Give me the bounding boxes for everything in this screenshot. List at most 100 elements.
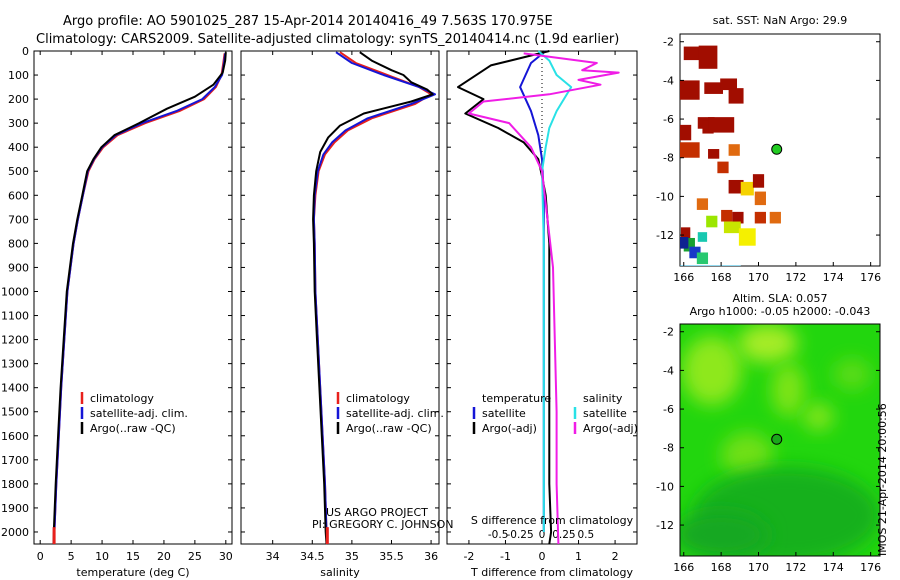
x-tick-label: 170	[748, 271, 769, 284]
sst-cell	[698, 45, 718, 69]
s-tick-label: -0.25	[506, 529, 533, 541]
sst-cell	[680, 142, 700, 158]
legend-satellite-label: satellite-adj. clim.	[90, 407, 188, 420]
legend-s-satellite-label: satellite	[583, 407, 627, 420]
y-tick-label: -10	[656, 190, 674, 203]
y-tick-label: -4	[663, 364, 674, 377]
difference-panel-frame	[446, 50, 638, 545]
y-tick-label: 100	[8, 69, 29, 82]
y-tick-label: -10	[656, 480, 674, 493]
x-tick-label: 0	[37, 550, 44, 563]
x-tick-label: 174	[823, 561, 844, 574]
s-tick-label: 0.5	[577, 529, 594, 541]
legend-satellite-label: satellite-adj. clim.	[346, 407, 444, 420]
argo-position-marker	[771, 433, 783, 445]
sla-blob	[721, 432, 774, 479]
sst-cell	[689, 246, 701, 259]
y-tick-label: -12	[656, 229, 674, 242]
sst-cell	[728, 179, 744, 194]
difference-xlabel-s: S difference from climatology	[471, 514, 634, 527]
y-tick-label: 1200	[1, 334, 29, 347]
y-tick-label: 1000	[1, 285, 29, 298]
salinity-chart: 34 34.5 35 35.5 36	[241, 50, 439, 563]
difference-legend: temperature salinity satellite Argo(-adj…	[472, 392, 638, 435]
y-tick-label: -2	[663, 326, 674, 339]
x-tick-label: -2	[463, 550, 474, 563]
x-tick-label: 0	[539, 550, 546, 563]
y-tick-label: 400	[8, 141, 29, 154]
sst-cell	[680, 237, 689, 249]
y-tick-label: 2000	[1, 526, 29, 539]
x-tick-label: 5	[68, 550, 75, 563]
x-tick-label: 10	[95, 550, 109, 563]
sst-cell	[717, 161, 729, 174]
y-tick-label: -12	[656, 519, 674, 532]
y-tick-label: 600	[8, 189, 29, 202]
sst-cell	[728, 144, 740, 156]
sla-blob	[681, 335, 742, 406]
y-tick-label: 1700	[1, 454, 29, 467]
sst-cell	[680, 227, 691, 239]
sst-cell	[723, 221, 741, 234]
salinity-xlabel: salinity	[320, 566, 360, 579]
series-line	[467, 52, 620, 545]
sst-cell	[720, 78, 738, 91]
y-tick-label: 1800	[1, 478, 29, 491]
legend-s-argo-label: Argo(-adj)	[583, 422, 638, 435]
difference-chart: -2 -1 0 1 2 -0.5-0.25 0 0.25 0.5	[447, 50, 637, 563]
y-tick-label: 0	[22, 45, 29, 58]
sst-cell	[721, 209, 733, 222]
credit-project: US ARGO PROJECT	[326, 506, 428, 519]
y-tick-label: 500	[8, 165, 29, 178]
y-tick-label: -6	[663, 113, 674, 126]
x-tick-label: 176	[860, 561, 881, 574]
legend-salinity-title: salinity	[583, 392, 623, 405]
x-tick-label: 2	[612, 550, 619, 563]
map-layer	[680, 45, 783, 266]
sst-cell	[728, 88, 744, 104]
salinity-legend: climatology satellite-adj. clim. Argo(..…	[336, 392, 444, 435]
x-tick-label: 25	[188, 550, 202, 563]
x-tick-label: 176	[860, 271, 881, 284]
sst-map: 166 168 170 172 174 176 -2 -4 -6 -8 -10 -12	[656, 36, 881, 284]
figure-title-line1: Argo profile: AO 5901025_287 15-Apr-2014…	[63, 14, 553, 29]
y-tick-label: 1900	[1, 502, 29, 515]
sst-cell	[706, 215, 718, 228]
sst-cell	[696, 252, 709, 265]
series-line	[312, 51, 434, 545]
legend-argo-label: Argo(..raw -QC)	[90, 422, 176, 435]
legend-t-satellite-label: satellite	[482, 407, 526, 420]
x-tick-label: 35.5	[379, 550, 404, 563]
sla-blob	[737, 324, 798, 363]
y-tick-label: 900	[8, 261, 29, 274]
sst-cell	[769, 211, 781, 224]
y-tick-label: -4	[663, 74, 674, 87]
y-tick-label: 700	[8, 213, 29, 226]
x-tick-label: 172	[785, 271, 806, 284]
sst-cell	[738, 228, 756, 246]
sst-cell	[680, 80, 700, 100]
sst-cell	[680, 124, 692, 141]
y-tick-label: 1300	[1, 358, 29, 371]
map-layer	[680, 324, 880, 556]
y-tick-label: -8	[663, 442, 674, 455]
sst-cell	[683, 46, 703, 61]
sst-cell	[752, 174, 765, 188]
salinity-panel-frame	[240, 50, 440, 545]
sst-cell	[754, 191, 766, 206]
sla-blob	[680, 511, 768, 556]
x-tick-label: 15	[126, 550, 140, 563]
x-tick-label: -1	[500, 550, 511, 563]
sla-blob	[803, 403, 834, 431]
sst-cell	[732, 211, 744, 224]
s-tick-label: 0.25	[552, 529, 575, 541]
legend-argo-label: Argo(..raw -QC)	[346, 422, 432, 435]
sla-map: 166 168 170 172 174 176 -2 -4 -6 -8 -10 -12	[656, 324, 881, 574]
x-tick-label: 1	[575, 550, 582, 563]
x-tick-label: 34.5	[300, 550, 325, 563]
legend-climatology-label: climatology	[346, 392, 410, 405]
y-tick-label: 1600	[1, 430, 29, 443]
legend-t-argo-label: Argo(-adj)	[482, 422, 537, 435]
s-tick-label: -0.5	[488, 529, 509, 541]
